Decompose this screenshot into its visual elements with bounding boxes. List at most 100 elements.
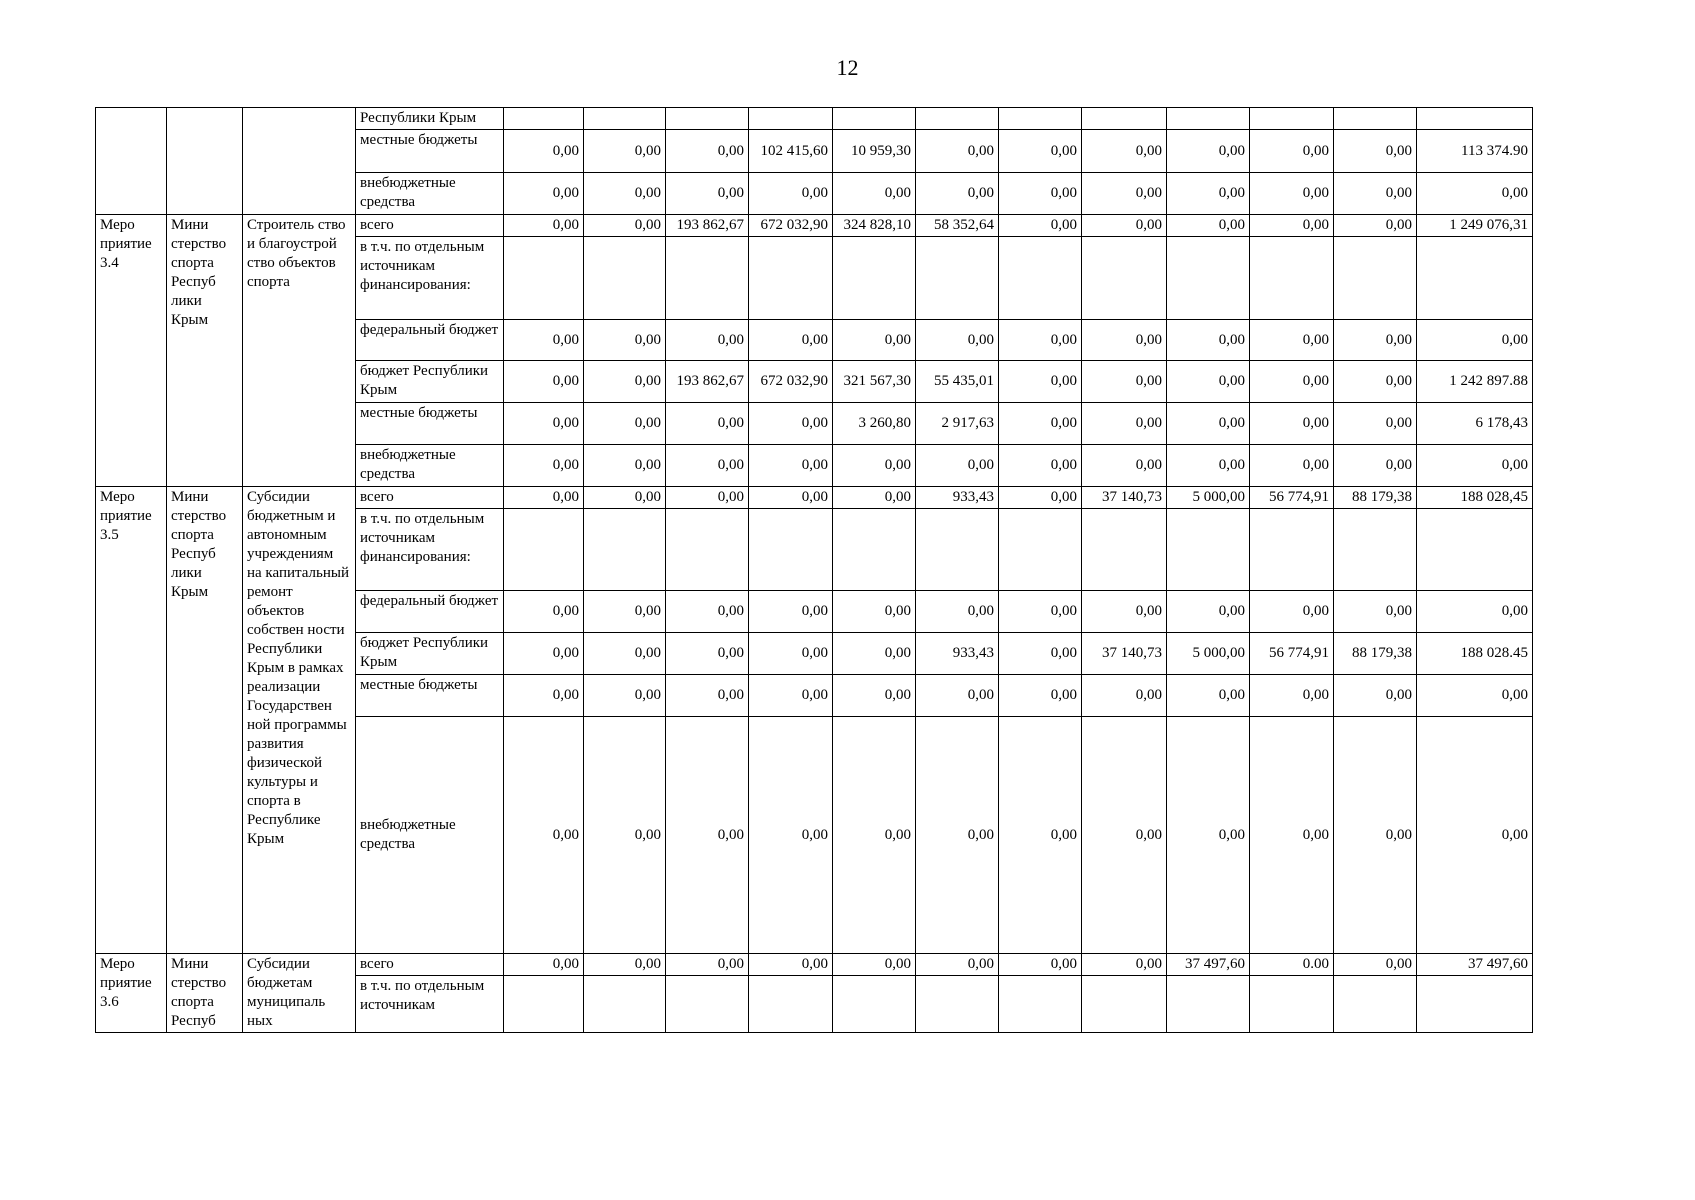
table-row: внебюджетные средства 0,00 0,00 0,00 0,00 0,0… — [96, 444, 1533, 487]
value-cell — [1081, 107, 1167, 130]
value-cell: 0,00 — [503, 129, 584, 173]
funding-source-label: бюджет Республики Крым — [355, 632, 504, 675]
value-cell: 0,00 — [583, 486, 666, 509]
value-cell: 0,00 — [583, 674, 666, 717]
value-cell: 0,00 — [748, 444, 833, 487]
value-cell: 0,00 — [503, 674, 584, 717]
value-cell: 0,00 — [503, 486, 584, 509]
value-cell: 0,00 — [748, 590, 833, 633]
value-cell: 0,00 — [583, 716, 666, 954]
col-measure: Меро приятие 3.5 — [95, 486, 167, 954]
value-cell: 0,00 — [1333, 952, 1417, 977]
total-cell: 188 028,45 — [1416, 486, 1533, 509]
value-cell: 0,00 — [1333, 214, 1417, 237]
total-cell — [1416, 107, 1533, 130]
value-cell: 0,00 — [748, 716, 833, 954]
funding-source-label: всего — [355, 214, 504, 237]
value-cell: 0,00 — [832, 172, 916, 215]
value-cell: 0,00 — [583, 402, 666, 445]
funding-source-label: внебюджетные средства — [355, 444, 504, 487]
value-cell: 0,00 — [915, 172, 999, 215]
value-cell: 0,00 — [1081, 952, 1167, 977]
value-cell: 0,00 — [998, 444, 1082, 487]
value-cell — [1333, 975, 1417, 1033]
table-row: местные бюджеты 0,00 0,00 0,00 0,00 0,00 0,00 0… — [96, 674, 1533, 717]
value-cell — [1166, 508, 1250, 591]
funding-source-label: в т.ч. по отдельным источникам финансиро… — [355, 508, 504, 591]
value-cell — [583, 975, 666, 1033]
funding-source-label: федеральный бюджет — [355, 590, 504, 633]
value-cell: 88 179,38 — [1333, 632, 1417, 675]
value-cell — [1333, 236, 1417, 320]
budget-table: Республики Крым местные бюджеты 0,00 0,00 0,… — [95, 107, 1533, 1033]
value-cell: 0,00 — [915, 319, 999, 361]
funding-source-label: внебюджетные средства — [355, 716, 504, 954]
value-cell — [1333, 508, 1417, 591]
value-cell: 0,00 — [583, 632, 666, 675]
col-measure — [95, 107, 167, 215]
total-cell: 0,00 — [1416, 172, 1533, 215]
value-cell: 0,00 — [1249, 319, 1334, 361]
value-cell: 193 862,67 — [665, 214, 749, 237]
funding-source-label: Республики Крым — [355, 107, 504, 130]
funding-source-label: местные бюджеты — [355, 674, 504, 717]
table-row: Республики Крым — [95, 107, 1533, 215]
value-cell: 0,00 — [1166, 674, 1250, 717]
table-row: в т.ч. по отдельным источникам финансиро… — [96, 508, 1533, 591]
page-number: 12 — [836, 55, 859, 80]
col-measure: Меро приятие 3.6 — [95, 953, 167, 1033]
col-description: Строитель ство и благоустрой ство объект… — [242, 214, 356, 487]
value-cell: 324 828,10 — [832, 214, 916, 237]
funding-source-label: местные бюджеты — [355, 129, 504, 173]
value-cell: 0,00 — [998, 360, 1082, 403]
value-cell: 0,00 — [1166, 172, 1250, 215]
total-cell: 113 374.90 — [1416, 129, 1533, 173]
value-cell: 56 774,91 — [1249, 632, 1334, 675]
value-cell: 0,00 — [1166, 590, 1250, 633]
value-cell — [665, 236, 749, 320]
value-cell: 0,00 — [1166, 444, 1250, 487]
value-cell — [748, 236, 833, 320]
value-cell: 0,00 — [1081, 444, 1167, 487]
funding-source-label: в т.ч. по отдельным источникам финансиро… — [355, 236, 504, 320]
value-cell: 0,00 — [1249, 214, 1334, 237]
value-cell: 0,00 — [915, 716, 999, 954]
value-cell: 37 497,60 — [1166, 952, 1250, 977]
value-cell: 0,00 — [503, 402, 584, 445]
value-cell — [832, 107, 916, 130]
col-description: Субсидии бюджетам муниципаль ных — [242, 953, 356, 1033]
value-cell: 56 774,91 — [1249, 486, 1334, 509]
value-cell: 0,00 — [748, 674, 833, 717]
value-cell: 0,00 — [748, 486, 833, 509]
value-cell — [832, 508, 916, 591]
value-cell: 0,00 — [915, 952, 999, 977]
value-cell: 0,00 — [503, 214, 584, 237]
value-cell: 0,00 — [832, 632, 916, 675]
value-cell — [665, 975, 749, 1033]
value-cell: 5 000,00 — [1166, 486, 1250, 509]
value-cell: 0,00 — [998, 402, 1082, 445]
value-cell: 0,00 — [503, 590, 584, 633]
value-cell: 933,43 — [915, 632, 999, 675]
value-cell — [1333, 107, 1417, 130]
value-cell: 3 260,80 — [832, 402, 916, 445]
value-cell — [748, 975, 833, 1033]
value-cell: 0,00 — [1333, 674, 1417, 717]
value-cell: 0,00 — [583, 319, 666, 361]
table-row: бюджет Республики Крым 0,00 0,00 0,00 0,00 0,… — [96, 632, 1533, 675]
value-cell: 0,00 — [998, 214, 1082, 237]
value-cell: 0,00 — [583, 172, 666, 215]
value-cell: 0,00 — [583, 444, 666, 487]
value-cell: 0,00 — [665, 172, 749, 215]
value-cell: 0,00 — [748, 172, 833, 215]
value-cell: 0,00 — [1249, 716, 1334, 954]
value-cell: 0,00 — [503, 952, 584, 977]
col-measure: Меро приятие 3.4 — [95, 214, 167, 487]
value-cell — [1081, 508, 1167, 591]
col-ministry: Мини стерство спорта Респуб лики Крым — [166, 486, 243, 954]
value-cell: 0,00 — [1249, 674, 1334, 717]
value-cell — [1249, 508, 1334, 591]
value-cell — [1166, 107, 1250, 130]
value-cell: 321 567,30 — [832, 360, 916, 403]
col-ministry: Мини стерство спорта Респуб лики Крым — [166, 214, 243, 487]
